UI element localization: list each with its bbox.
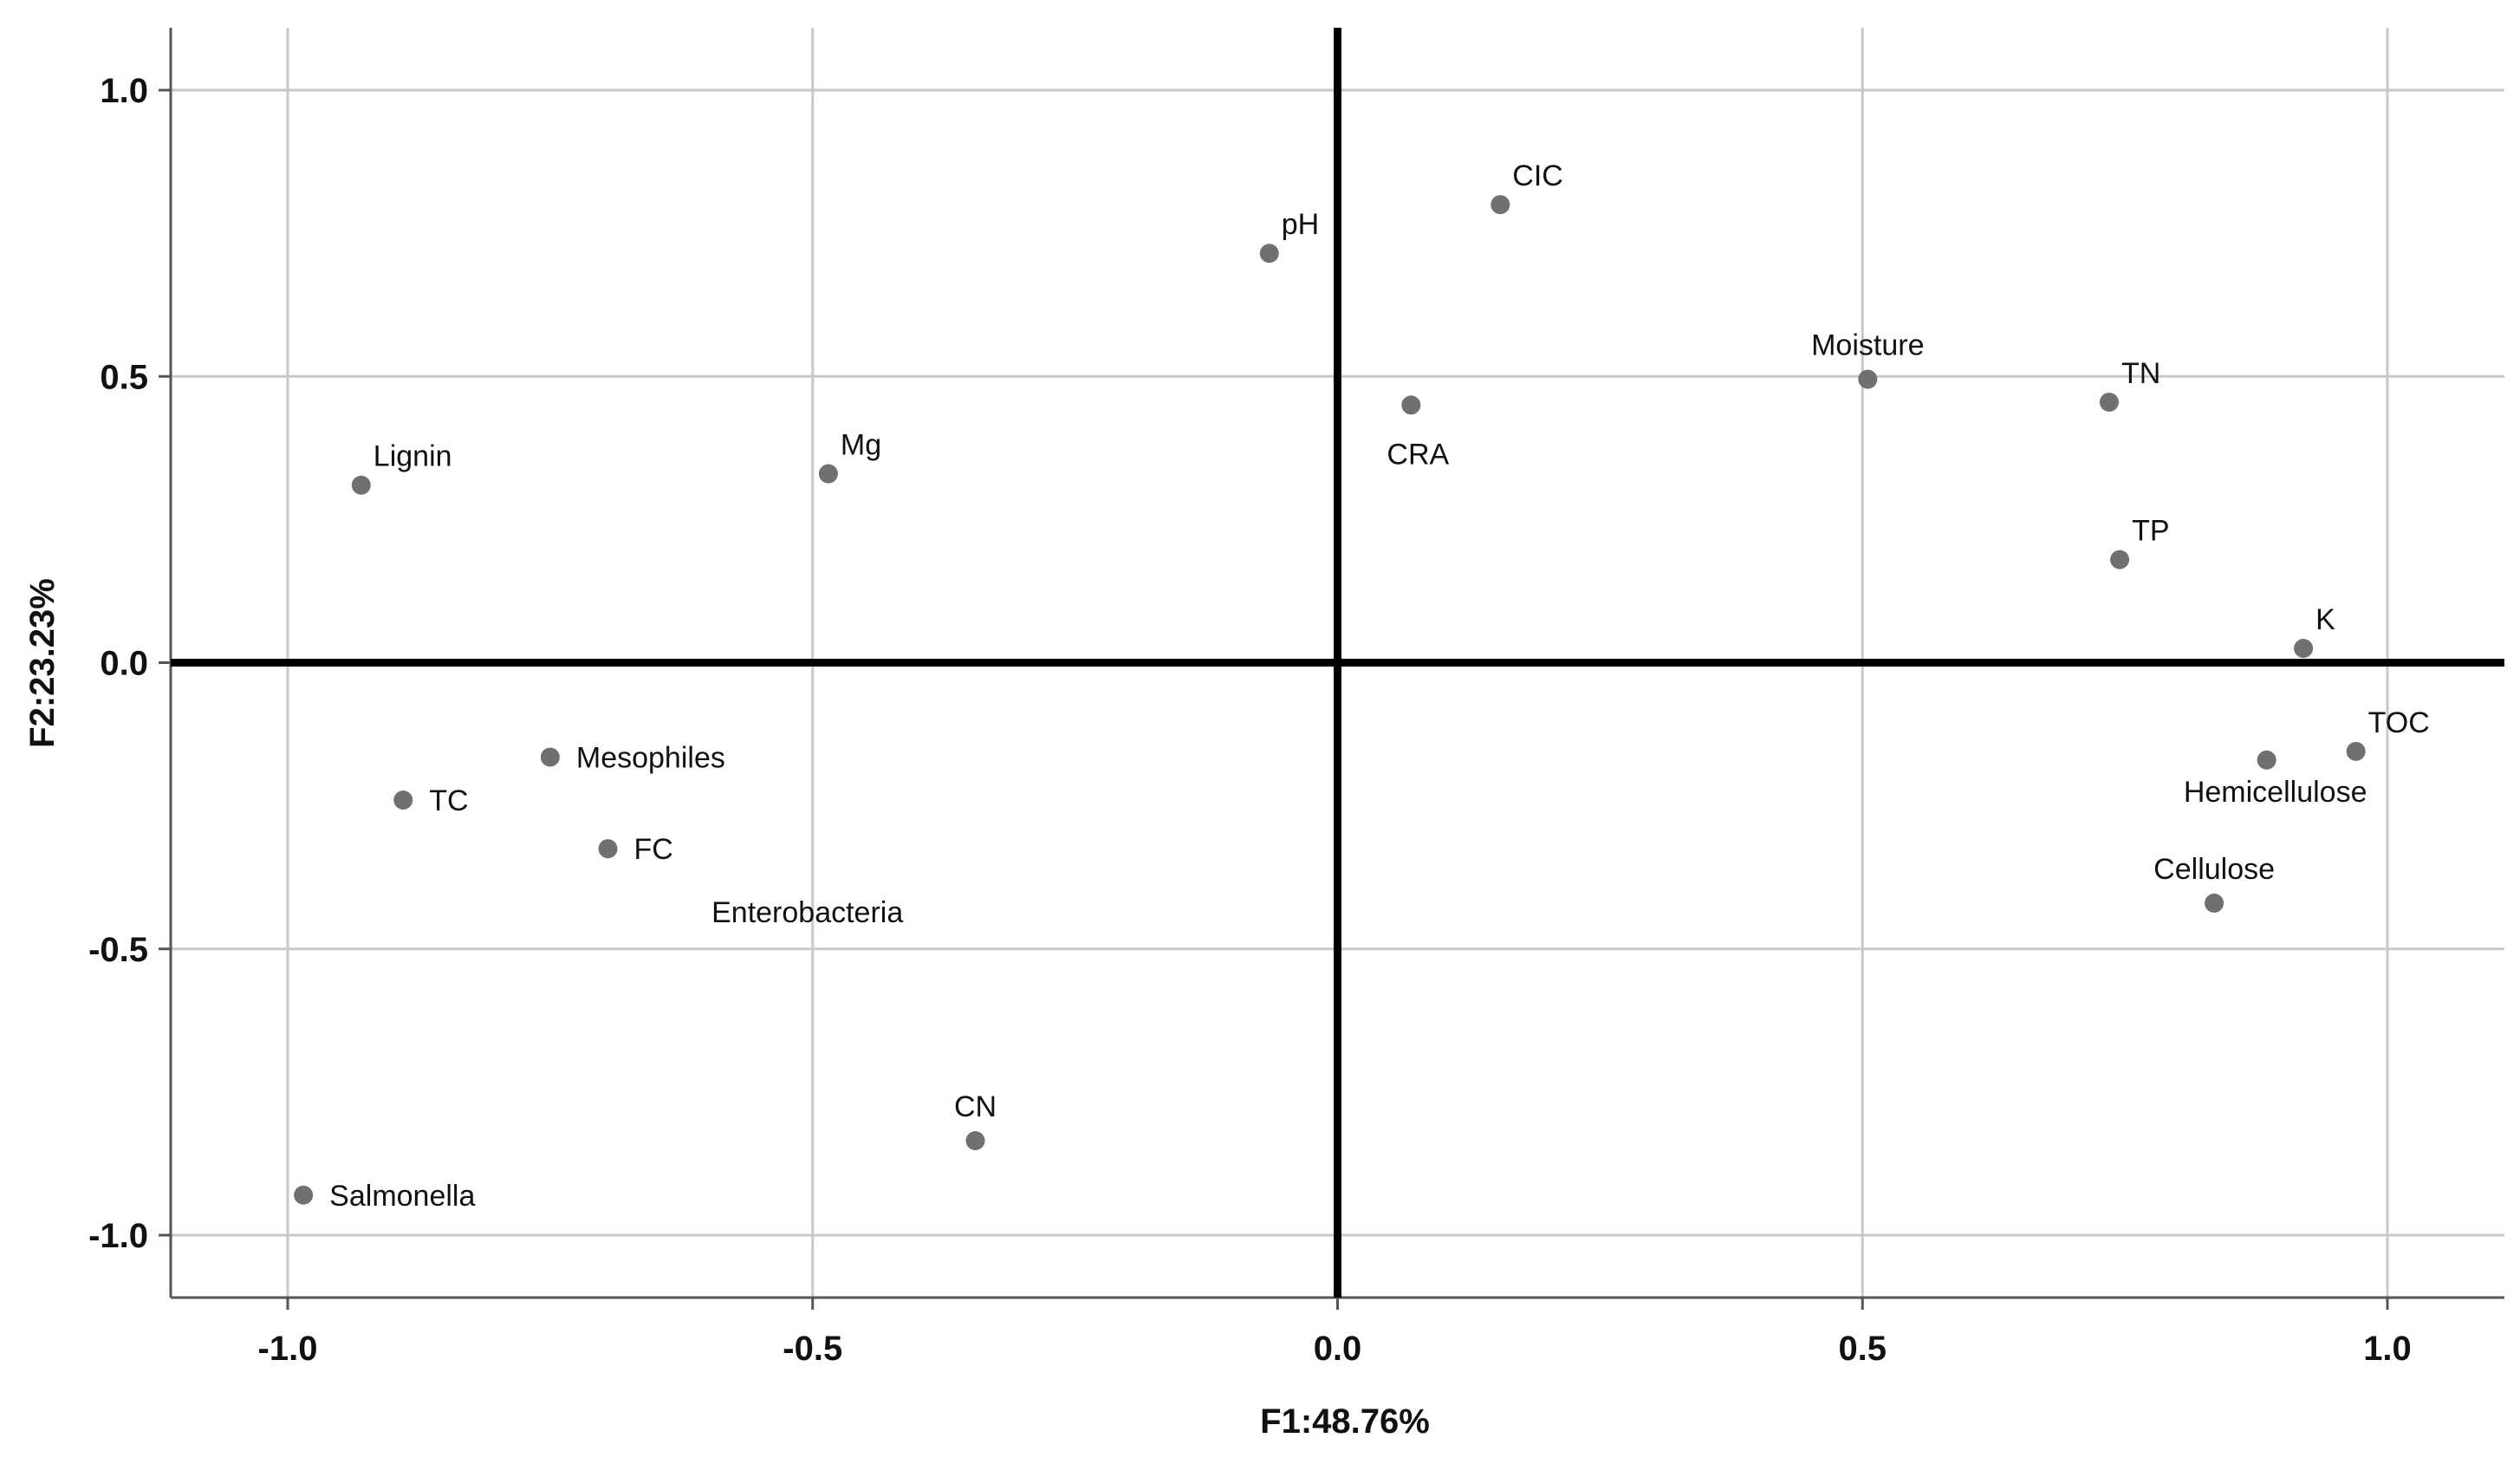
- point-label-tc: TC: [429, 784, 468, 817]
- data-point-hemicellulose: [2257, 750, 2276, 770]
- point-label-cic: CIC: [1512, 159, 1563, 192]
- annotation-enterobacteria: Enterobacteria: [711, 896, 903, 929]
- x-tick-label: -1.0: [258, 1330, 318, 1368]
- x-tick-label: 0.5: [1838, 1330, 1887, 1368]
- data-point-mesophiles: [540, 747, 560, 767]
- y-tick-label: -0.5: [88, 931, 148, 969]
- point-label-cra: CRA: [1387, 438, 1449, 471]
- data-point-cra: [1401, 395, 1421, 415]
- point-label-cn: CN: [954, 1090, 997, 1123]
- y-tick-label: 0.5: [100, 358, 148, 396]
- data-point-cic: [1491, 195, 1510, 215]
- data-point-salmonella: [294, 1185, 314, 1205]
- data-point-tn: [2099, 392, 2119, 412]
- point-label-toc: TOC: [2368, 706, 2430, 739]
- data-point-ph: [1259, 244, 1279, 264]
- point-label-mesophiles: Mesophiles: [576, 741, 725, 774]
- y-tick-label: 0.0: [100, 645, 148, 683]
- point-label-moisture: Moisture: [1811, 329, 1924, 362]
- data-point-tp: [2110, 550, 2130, 569]
- data-point-cn: [965, 1131, 985, 1151]
- data-point-tc: [393, 791, 413, 810]
- data-point-fc: [598, 839, 618, 859]
- axes: [159, 28, 2504, 1310]
- y-tick-label: 1.0: [100, 72, 148, 110]
- point-label-k: K: [2315, 603, 2335, 636]
- y-tick-label: -1.0: [88, 1217, 148, 1255]
- point-label-tn: TN: [2121, 357, 2160, 390]
- point-label-salmonella: Salmonella: [329, 1180, 475, 1213]
- point-label-hemicellulose: Hemicellulose: [2184, 776, 2367, 809]
- x-axis-title: F1:48.76%: [1260, 1402, 1430, 1441]
- x-tick-label: 0.0: [1314, 1330, 1362, 1368]
- data-point-toc: [2346, 741, 2366, 761]
- point-label-ph: pH: [1282, 208, 1319, 241]
- point-label-lignin: Lignin: [373, 440, 452, 473]
- y-axis-title: F2:23.23%: [23, 578, 62, 748]
- x-tick-label: 1.0: [2363, 1330, 2412, 1368]
- data-point-lignin: [351, 475, 371, 495]
- point-label-tp: TP: [2132, 515, 2169, 548]
- x-tick-label: -0.5: [783, 1330, 842, 1368]
- data-point-moisture: [1858, 369, 1878, 389]
- point-labels: pH CIC CRA Moisture TN TP K TOC Hemicellulose Cel…: [329, 159, 2430, 1213]
- data-point-cellulose: [2205, 893, 2224, 913]
- point-label-fc: FC: [634, 833, 673, 866]
- tick-labels: -1.0 -0.5 0.0 0.5 1.0 1.0 0.5 0.0 -0.5 -1.0: [88, 72, 2412, 1368]
- data-points: [294, 195, 2366, 1205]
- data-point-k: [2294, 638, 2314, 658]
- point-label-mg: Mg: [841, 429, 881, 462]
- point-label-cellulose: Cellulose: [2153, 853, 2275, 886]
- data-point-mg: [818, 464, 838, 484]
